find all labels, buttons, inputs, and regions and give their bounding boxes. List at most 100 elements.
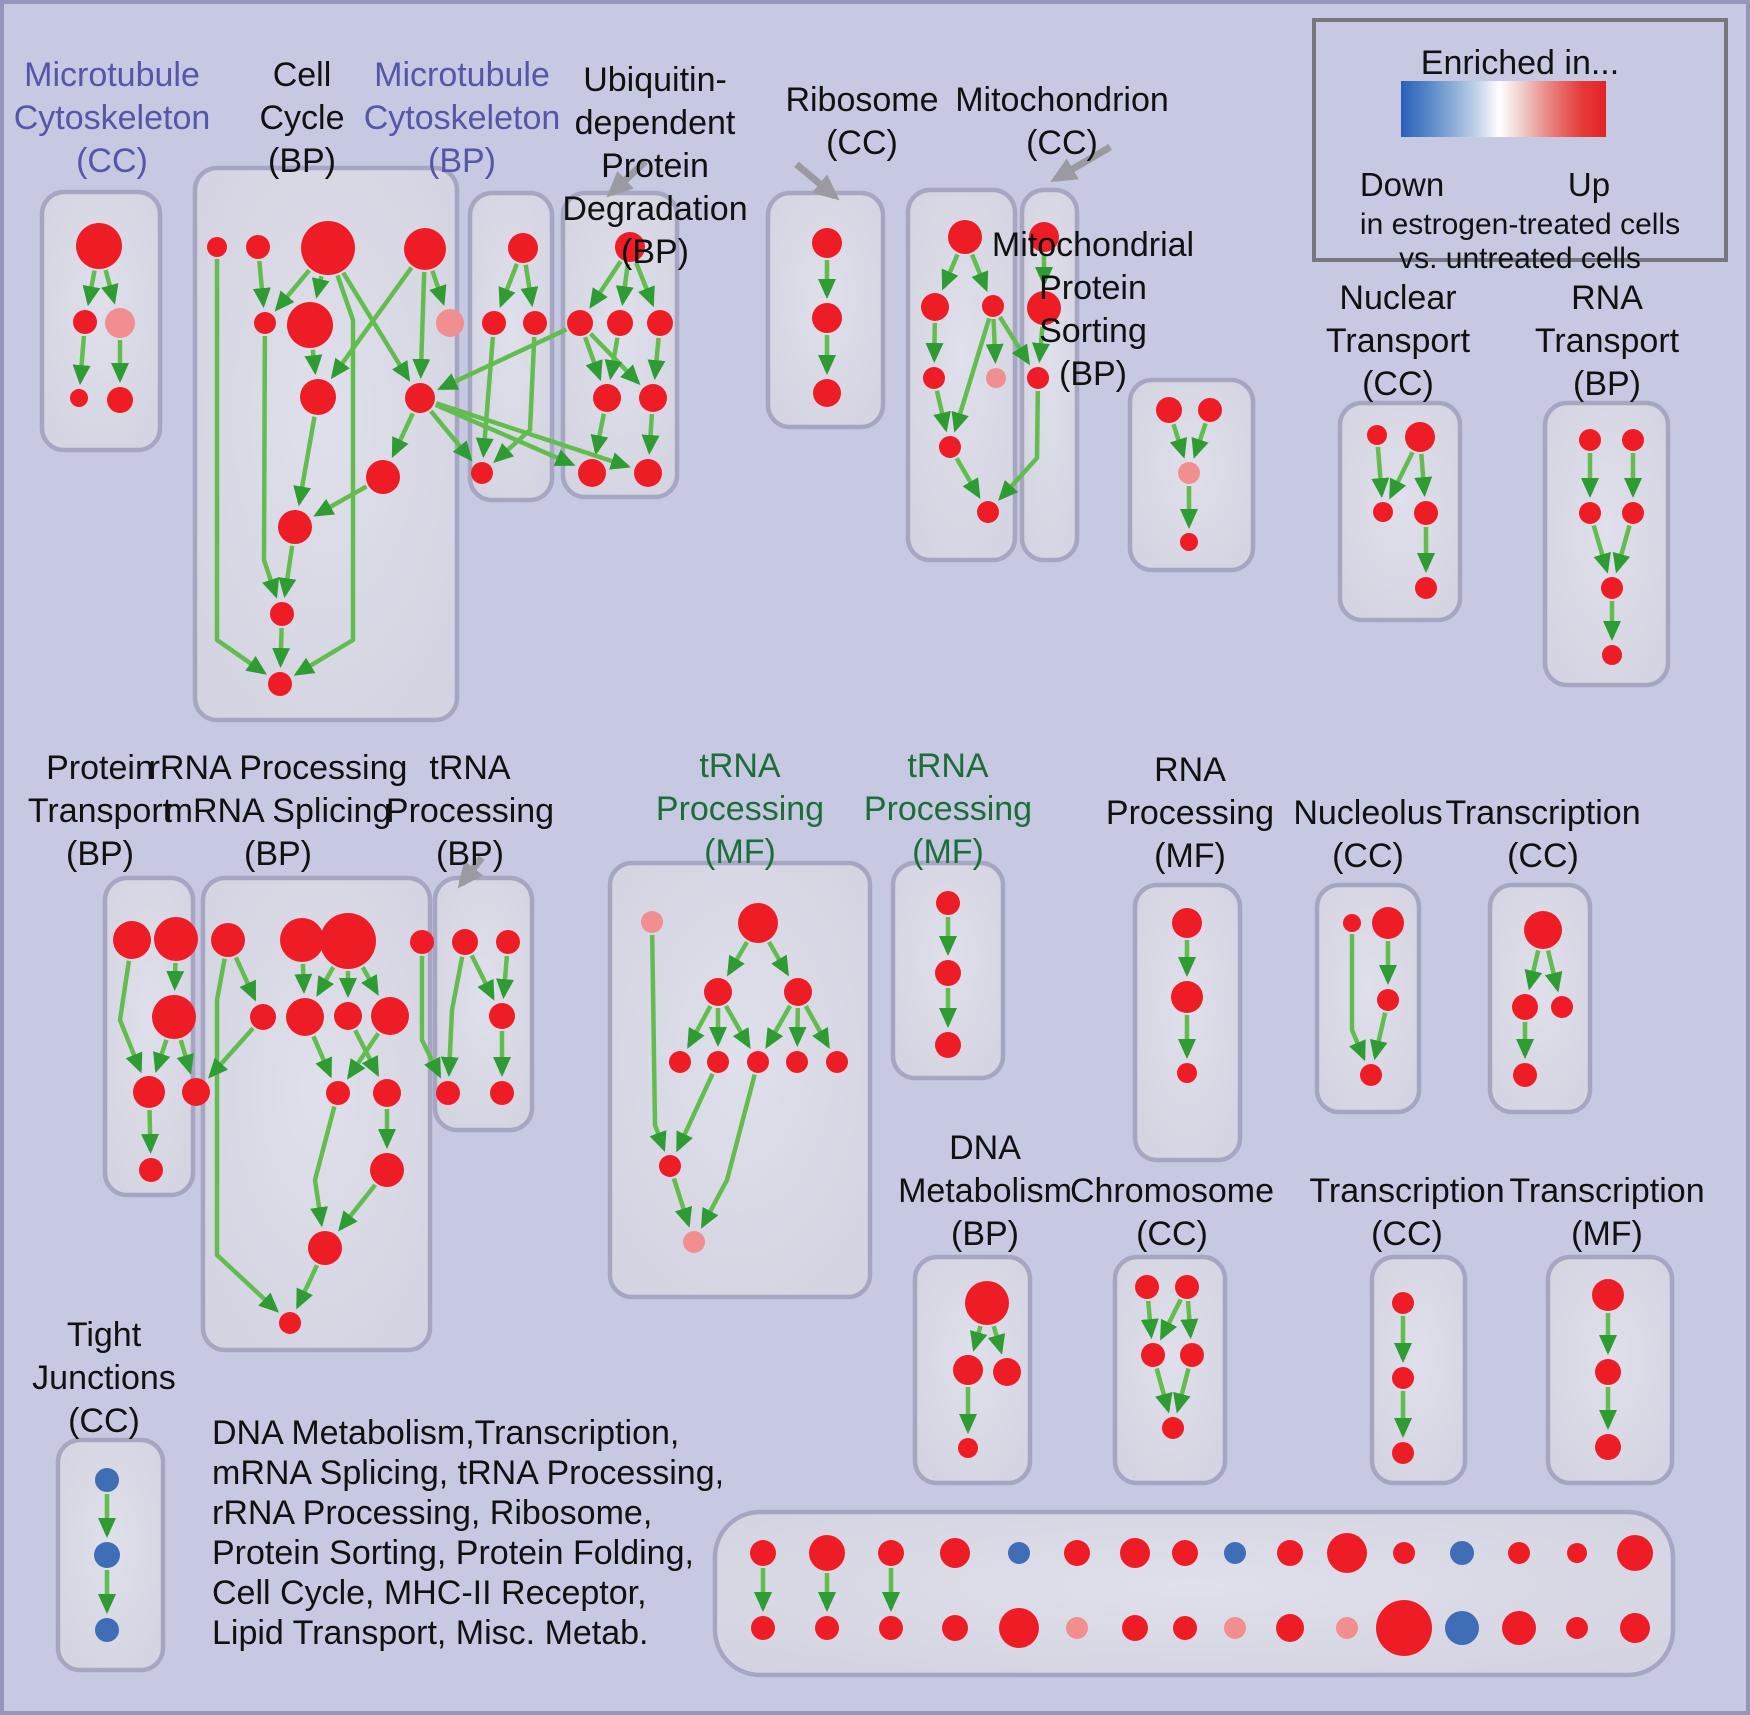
group-label-rnat: RNA <box>1571 279 1643 317</box>
group-label-tight: (CC) <box>68 1402 140 1440</box>
cross-edge <box>419 956 442 1079</box>
group-box-rrna <box>200 875 433 1353</box>
go-term-node-cell_cycle-a <box>207 237 227 257</box>
group-label-nuct: (CC) <box>1362 365 1434 403</box>
group-label-mps: (BP) <box>1059 355 1127 393</box>
go-term-node-rnap-a <box>1172 908 1202 938</box>
group-box-mt_cc <box>39 189 163 453</box>
go-term-node-cell_cycle-c <box>301 221 355 275</box>
go-term-node-rnat-lo <box>1601 577 1623 599</box>
edge-mps <box>1169 423 1187 459</box>
go-term-node-bottom-c4b <box>942 1615 968 1641</box>
edge-tmf_big <box>803 1004 830 1049</box>
go-term-node-ubiq1-ll <box>593 384 621 412</box>
edge-dnam <box>970 1325 988 1352</box>
go-term-node-bottom-c13t <box>1450 1541 1474 1565</box>
group-label-tmf_big: (MF) <box>704 833 776 871</box>
group-box-nucle <box>1314 882 1422 1115</box>
cross-edge <box>997 315 1031 366</box>
go-term-node-rrna-r3 <box>320 913 376 969</box>
go-term-node-mt_cc-br <box>107 387 133 413</box>
go-term-node-tmf_small-v3 <box>935 1032 961 1058</box>
go-term-node-prott-D <box>133 1076 165 1108</box>
go-term-node-prott-B <box>154 917 198 961</box>
go-term-node-dnam-bot <box>958 1438 978 1458</box>
group-label-trans_mf: (MF) <box>1571 1215 1643 1253</box>
go-term-node-rrna-rE <box>308 1231 342 1265</box>
edge-tbp <box>469 954 495 1001</box>
edge-ubiq1 <box>582 336 603 382</box>
go-term-node-cell_cycle-l <box>270 602 294 626</box>
go-term-node-bottom-c2b <box>815 1616 839 1640</box>
misc-categories-text-line: rRNA Processing, Ribosome, <box>212 1494 652 1532</box>
group-label-ubiq1: Protein <box>601 147 709 185</box>
group-label-mito: (CC) <box>1026 124 1098 162</box>
cross-edge <box>437 327 568 391</box>
go-term-node-tmf_small-v1 <box>936 891 960 915</box>
go-term-node-mps-pk <box>1178 462 1200 484</box>
misc-categories-text-line: Cell Cycle, MHC-II Receptor, <box>212 1574 647 1612</box>
go-term-node-dnam-bg <box>965 1281 1009 1325</box>
edge-cell_cycle <box>391 412 415 459</box>
go-term-node-tmf_big-pB <box>683 1231 705 1253</box>
go-term-node-rrna-r6 <box>286 998 324 1036</box>
edge-rrna <box>233 956 257 1002</box>
go-term-node-nuct-ml <box>1373 502 1393 522</box>
go-term-node-rnat-bot <box>1602 645 1622 665</box>
go-term-node-rnat-tl <box>1579 429 1601 451</box>
go-term-node-cell_cycle-e <box>254 312 276 334</box>
group-box-chrom <box>1112 1254 1228 1486</box>
ubiquitin-left-pointer <box>606 158 648 198</box>
group-label-ubiq1: Ubiquitin- <box>583 61 727 99</box>
group-label-tmf_big: tRNA <box>699 747 781 785</box>
misc-categories-text-line: Protein Sorting, Protein Folding, <box>212 1534 694 1572</box>
edge-cell_cycle <box>330 266 414 380</box>
group-label-cell_cycle: (BP) <box>268 142 336 180</box>
go-term-node-rrna-r8 <box>371 997 409 1035</box>
ubiquitin-right-pointer <box>794 161 840 201</box>
edge-tmf_big <box>649 934 667 1152</box>
edge-mito <box>1032 326 1050 364</box>
go-term-node-ubiq1-lr <box>639 384 667 412</box>
group-label-chrom: Chromosome <box>1070 1172 1274 1210</box>
go-term-node-nuct-mr <box>1414 501 1438 525</box>
go-term-node-trans_cc2-c <box>1392 1442 1414 1464</box>
go-term-node-bottom-c7t <box>1120 1538 1150 1568</box>
legend-down-label: Down <box>1359 166 1445 203</box>
group-label-prott: (BP) <box>66 835 134 873</box>
go-term-node-prott-A <box>113 921 151 959</box>
go-term-node-tmf_big-n4 <box>786 1051 808 1073</box>
group-label-ribosome: Ribosome <box>785 81 938 119</box>
go-term-node-prott-D2 <box>182 1078 210 1106</box>
go-term-node-mito-mid <box>1027 291 1061 325</box>
group-label-dnam: DNA <box>949 1129 1021 1167</box>
group-label-trans_cc2: Transcription <box>1309 1172 1504 1210</box>
go-term-node-tmf_big-n1 <box>669 1051 691 1073</box>
go-term-node-cell_cycle-d <box>404 228 446 270</box>
edge-nucle <box>1369 1012 1388 1061</box>
edge-trans_cc1 <box>1524 949 1543 991</box>
layer-labels: Microtubule Cytoskeleton (CC) Cell Cycle (BP)… <box>14 56 1705 1652</box>
go-term-node-bottom-c13b <box>1445 1611 1479 1645</box>
edge-chrom <box>1180 1300 1199 1340</box>
edge-tbp <box>496 955 514 1000</box>
group-label-cell_cycle: Cycle <box>259 99 344 137</box>
legend-color-gradient-bar <box>1401 81 1606 137</box>
edge-prott <box>176 1039 194 1075</box>
mitochondrion-pointer <box>1050 143 1113 183</box>
go-term-node-bottom-c3b <box>879 1616 903 1640</box>
go-term-node-cell_cycle-m <box>268 672 292 696</box>
go-term-node-bottom-c9b <box>1224 1617 1246 1639</box>
go-term-node-ubiq2-v1 <box>812 228 842 258</box>
go-term-node-bottom-c11t <box>1327 1533 1367 1573</box>
edge-tmf_big <box>687 1005 713 1049</box>
go-term-node-nuct-bot <box>1415 577 1437 599</box>
group-label-tbp: tRNA <box>429 749 511 787</box>
edge-nuct <box>1388 451 1415 500</box>
group-label-trans_cc2: (CC) <box>1371 1215 1443 1253</box>
edge-cell_cycle <box>311 275 330 299</box>
group-label-mt_bp: Microtubule <box>374 56 550 94</box>
go-term-node-trans_cc1-ml <box>1512 994 1538 1020</box>
edge-ribosome <box>925 322 944 363</box>
